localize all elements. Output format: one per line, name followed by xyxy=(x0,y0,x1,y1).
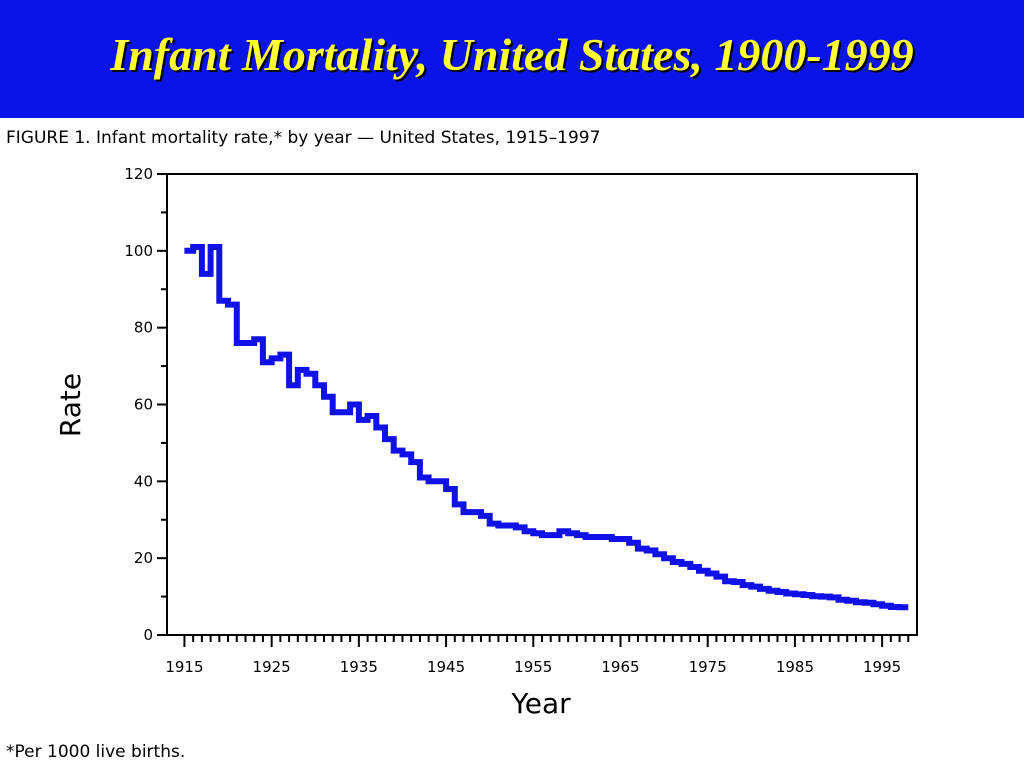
x-tick-label: 1985 xyxy=(776,658,814,676)
x-tick-label: 1975 xyxy=(689,658,727,676)
x-tick-label: 1935 xyxy=(340,658,378,676)
y-tick-label: 120 xyxy=(124,165,153,183)
x-tick-label: 1965 xyxy=(601,658,639,676)
y-tick-label: 60 xyxy=(134,396,153,414)
plot-frame xyxy=(166,173,918,636)
x-axis-title: Year xyxy=(510,687,571,720)
infant-mortality-line xyxy=(184,244,909,611)
figure-caption: FIGURE 1. Infant mortality rate,* by yea… xyxy=(6,128,601,148)
slide-title: Infant Mortality, United States, 1900-19… xyxy=(110,29,914,80)
y-tick-label: 40 xyxy=(134,472,153,490)
y-tick-label: 0 xyxy=(143,626,153,644)
x-axis: 1915 1925 1935 1945 1955 1965 1975 1985 1995 xyxy=(165,635,910,676)
y-tick-label: 100 xyxy=(124,242,153,260)
y-tick-label: 20 xyxy=(134,549,153,567)
footnote: *Per 1000 live births. xyxy=(6,742,186,762)
title-banner: Infant Mortality, United States, 1900-19… xyxy=(0,0,1024,118)
x-tick-label: 1995 xyxy=(863,658,901,676)
x-tick-label: 1955 xyxy=(514,658,552,676)
x-tick-label: 1945 xyxy=(427,658,465,676)
y-tick-label: 80 xyxy=(134,319,153,337)
x-tick-label: 1915 xyxy=(165,658,203,676)
x-tick-label: 1925 xyxy=(253,658,291,676)
y-axis-title: Rate xyxy=(54,373,87,437)
y-axis: 0 20 40 60 80 100 120 xyxy=(124,165,167,644)
